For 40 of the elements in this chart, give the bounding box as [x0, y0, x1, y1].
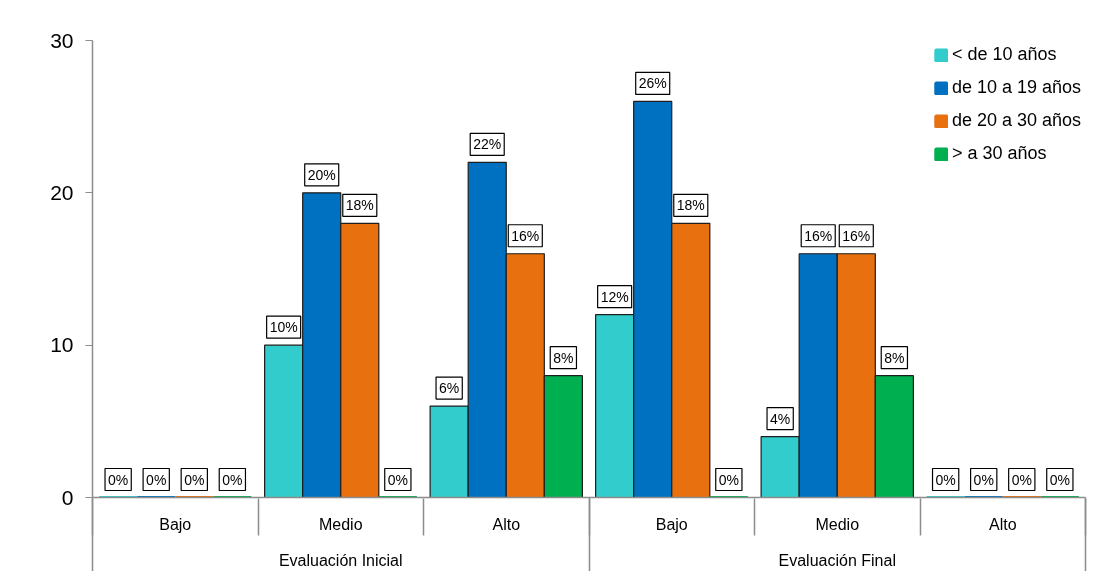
data-label: 0%: [1049, 471, 1070, 488]
data-label: 0%: [146, 471, 167, 488]
data-label: 8%: [553, 349, 574, 366]
data-label: 0%: [1011, 471, 1032, 488]
data-label: 0%: [184, 471, 205, 488]
data-label: 18%: [345, 197, 374, 214]
data-label: 10%: [269, 319, 298, 336]
data-label: 0%: [222, 471, 243, 488]
data-label: 16%: [842, 227, 871, 244]
x-tick-label: Alto: [492, 515, 521, 533]
data-label: 22%: [473, 136, 502, 153]
data-label: 0%: [387, 471, 408, 488]
data-label: 0%: [935, 471, 956, 488]
y-tick-label: 20: [50, 180, 74, 204]
text: Evaluación Inicial: [278, 551, 403, 569]
text: Evaluación Final: [778, 551, 896, 569]
data-label: 6%: [439, 380, 460, 397]
data-label: 26%: [638, 75, 667, 92]
y-tick-label: 0: [61, 485, 74, 509]
data-label: 0%: [108, 471, 129, 488]
y-tick-label: 10: [50, 333, 74, 357]
x-tick-label: Medio: [815, 515, 860, 533]
x-tick-label: Bajo: [159, 515, 192, 533]
legend-label: > a 30 años: [951, 143, 1047, 164]
legend-label: < de 10 años: [951, 44, 1057, 65]
x-tick-label: Bajo: [655, 515, 688, 533]
data-label: 0%: [718, 471, 739, 488]
data-label: 16%: [804, 227, 833, 244]
data-label: 4%: [770, 410, 791, 427]
legend-label: de 20 a 30 años: [951, 110, 1081, 131]
y-tick-label: 30: [50, 28, 74, 52]
x-tick-label: Alto: [988, 515, 1017, 533]
data-label: 18%: [676, 197, 705, 214]
legend-label: de 10 a 19 años: [951, 77, 1081, 98]
data-label: 16%: [511, 227, 540, 244]
data-label: 8%: [884, 349, 905, 366]
data-label: 0%: [973, 471, 994, 488]
data-label: 20%: [307, 166, 336, 183]
data-label: 12%: [600, 288, 629, 305]
x-tick-label: Medio: [318, 515, 363, 533]
